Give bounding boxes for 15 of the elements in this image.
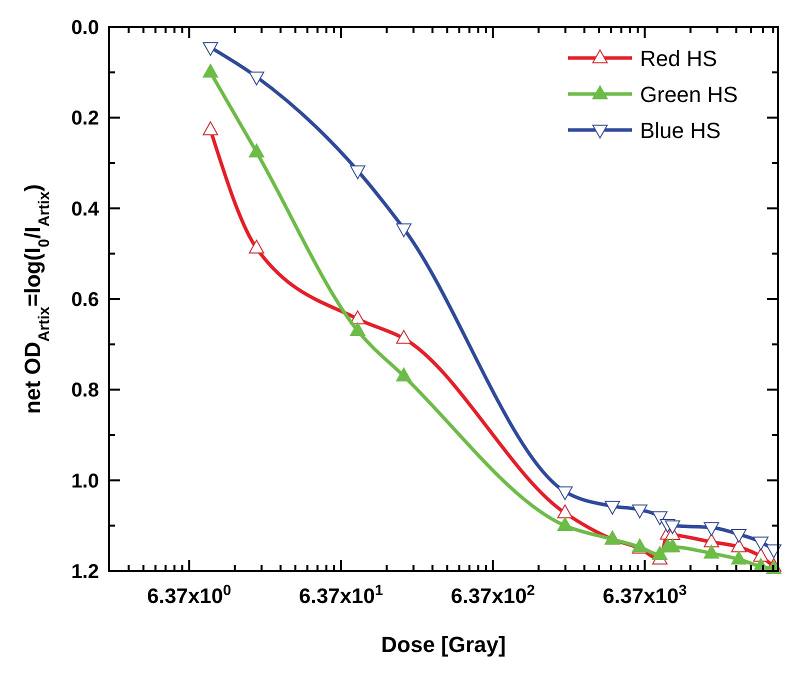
x-tick-label: 6.37x10$^{1}$ (298, 583, 384, 608)
x-tick-label: 6.37x10$^{2}$ (450, 583, 535, 608)
x-tick-label: 6.37x10$^{0}$ (147, 583, 232, 608)
y-tick-label: 0.4 (71, 198, 100, 220)
y-tick-label: 0.8 (71, 380, 99, 402)
y-tick-label: 1.0 (71, 470, 99, 492)
y-tick-label: 0.6 (71, 289, 99, 311)
legend-label: Blue HS (640, 118, 721, 143)
y-tick-label: 0.0 (71, 17, 99, 39)
y-tick-label: 1.2 (71, 561, 99, 583)
x-axis-title: Dose [Gray] (381, 632, 506, 657)
y-tick-label: 0.2 (71, 108, 99, 130)
legend-label: Red HS (640, 46, 718, 71)
legend-label: Green HS (640, 82, 738, 107)
x-tick-label: 6.37x10$^{3}$ (602, 583, 687, 608)
